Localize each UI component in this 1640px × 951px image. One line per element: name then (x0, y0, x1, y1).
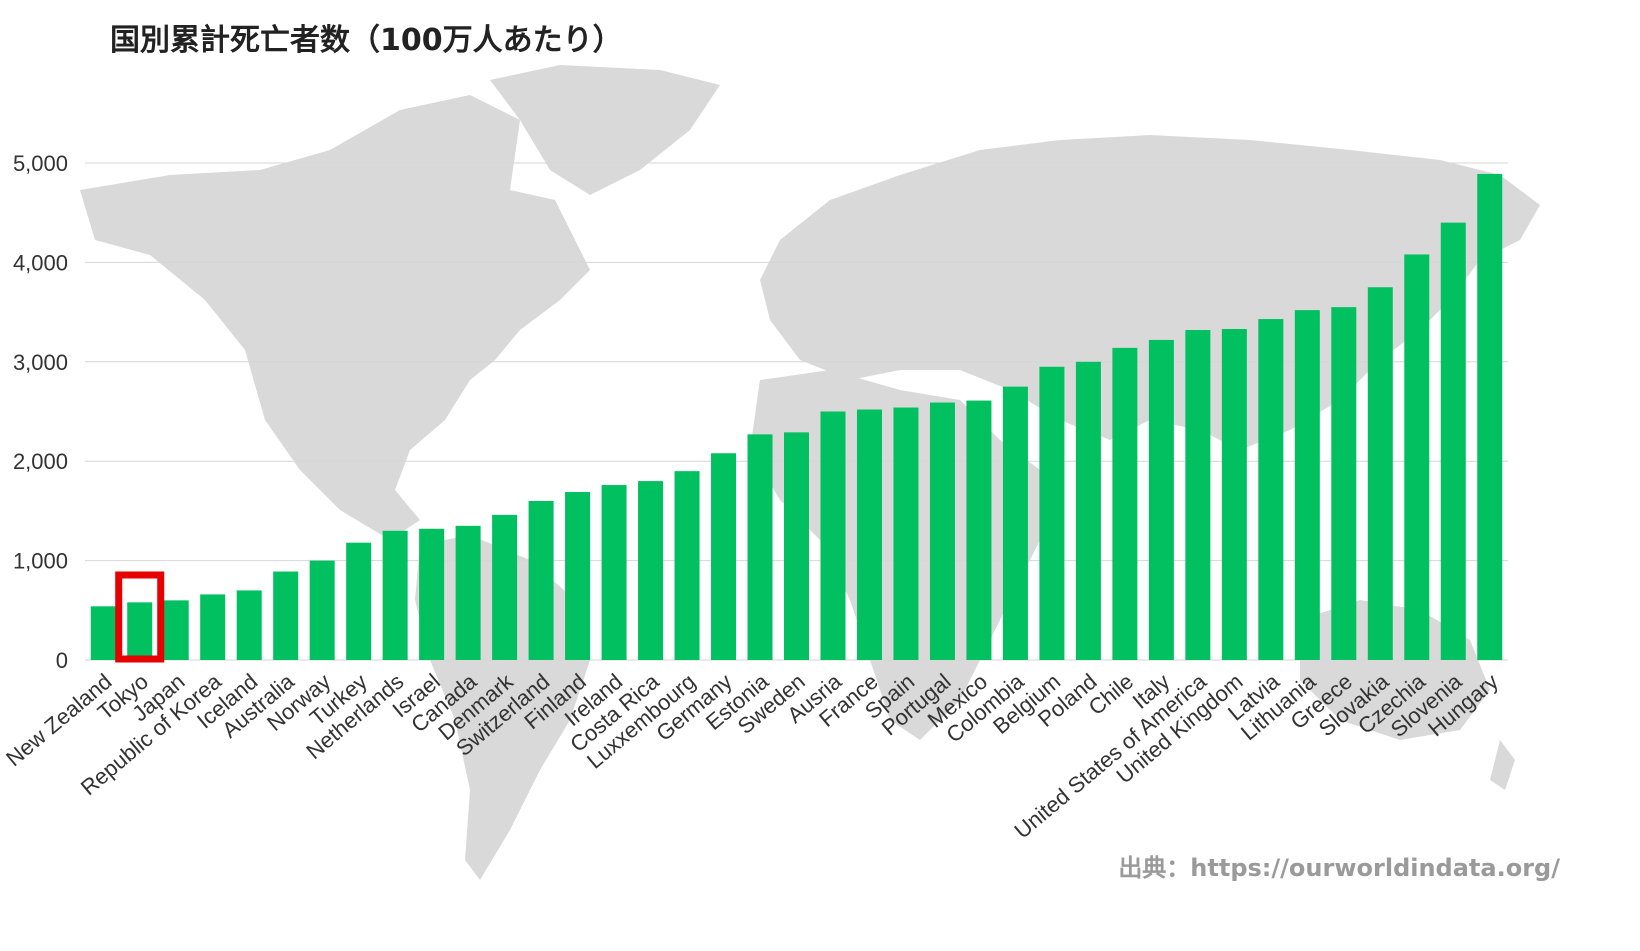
bar (893, 407, 919, 660)
bar (1404, 254, 1430, 660)
bar (1002, 386, 1028, 660)
x-tick-label: New Zealand (1, 669, 116, 771)
bar (601, 485, 627, 660)
bar (1185, 329, 1211, 660)
bar (382, 530, 408, 660)
y-tick-label: 3,000 (13, 350, 68, 375)
bar (565, 492, 591, 660)
highlight-box (115, 571, 165, 663)
bar (309, 560, 335, 660)
y-tick-label: 0 (56, 648, 68, 673)
bar (820, 411, 846, 660)
bar (1039, 366, 1065, 660)
bar (236, 590, 262, 660)
bar (1294, 310, 1320, 660)
bar (200, 594, 226, 660)
bar (966, 400, 992, 660)
y-axis: 0 1,000 2,000 3,000 4,000 5,000 (13, 151, 68, 673)
bar (455, 525, 481, 660)
chart-title: 国別累計死亡者数（100万人あたり） (110, 23, 623, 58)
bar (856, 409, 882, 660)
bar (346, 542, 372, 660)
bar (747, 434, 773, 660)
y-tick-label: 1,000 (13, 549, 68, 574)
bar (1440, 222, 1466, 660)
bar (90, 606, 116, 660)
new-zealand-shape (1490, 740, 1515, 790)
north-america-shape (80, 95, 590, 540)
bar (1221, 328, 1247, 660)
y-tick-label: 5,000 (13, 151, 68, 176)
bar (1112, 347, 1138, 660)
bar (638, 481, 664, 660)
y-tick-label: 4,000 (13, 250, 68, 275)
bar (163, 600, 189, 660)
bar (1367, 287, 1393, 660)
bar (528, 500, 554, 660)
bar (273, 571, 299, 660)
highlight-layer (115, 571, 165, 663)
bar (1075, 361, 1101, 660)
bar (492, 514, 518, 660)
bar (127, 602, 153, 660)
greenland-shape (490, 65, 720, 195)
bar (711, 453, 737, 660)
source-note: 出典：https://ourworldindata.org/ (1118, 854, 1560, 882)
bar (1258, 319, 1284, 660)
y-tick-label: 2,000 (13, 449, 68, 474)
bar (419, 528, 445, 660)
bar (1331, 307, 1357, 660)
bar (674, 471, 700, 660)
bar (1148, 339, 1174, 660)
bar (784, 432, 809, 660)
bar (1477, 173, 1503, 660)
bars (90, 173, 1503, 660)
bar (929, 402, 955, 660)
world-map-background (80, 65, 1540, 880)
